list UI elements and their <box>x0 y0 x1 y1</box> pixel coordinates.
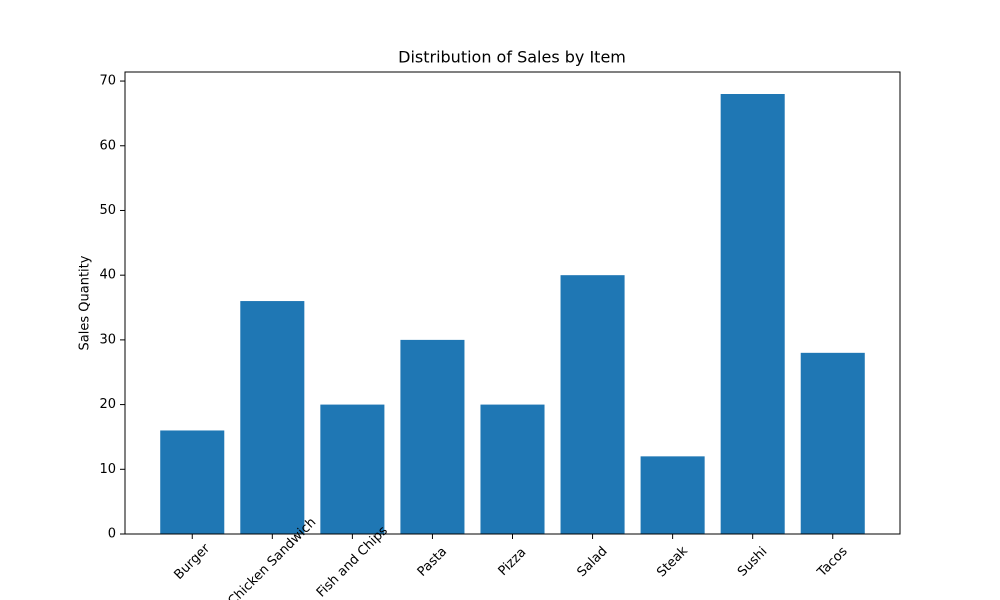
x-tick-label: Burger <box>171 541 213 583</box>
y-tick-label: 30 <box>99 332 116 347</box>
bar <box>160 430 225 534</box>
y-tick-label: 20 <box>99 397 116 412</box>
bar <box>720 94 785 534</box>
plot-frame <box>124 71 901 535</box>
y-tick-label: 60 <box>99 138 116 153</box>
bar <box>400 339 465 534</box>
bar <box>800 352 865 534</box>
y-tick-label: 70 <box>99 74 116 89</box>
x-tick-label: Pizza <box>496 545 530 579</box>
x-tick-label: Salad <box>575 544 611 580</box>
y-tick-label: 10 <box>99 462 116 477</box>
chart-title: Distribution of Sales by Item <box>398 48 626 67</box>
x-tick-label: Steak <box>654 543 691 580</box>
bar <box>240 301 305 534</box>
bar <box>480 404 545 534</box>
y-axis-label: Sales Quantity <box>78 255 93 350</box>
bar <box>560 275 625 534</box>
x-tick-label: Sushi <box>735 544 770 579</box>
x-tick-label: Tacos <box>814 544 851 581</box>
y-tick-label: 0 <box>108 527 116 542</box>
bar <box>320 404 385 534</box>
y-tick-label: 50 <box>99 203 116 218</box>
bar <box>640 456 705 534</box>
y-tick-label: 40 <box>99 268 116 283</box>
x-tick-label: Pasta <box>415 544 450 579</box>
